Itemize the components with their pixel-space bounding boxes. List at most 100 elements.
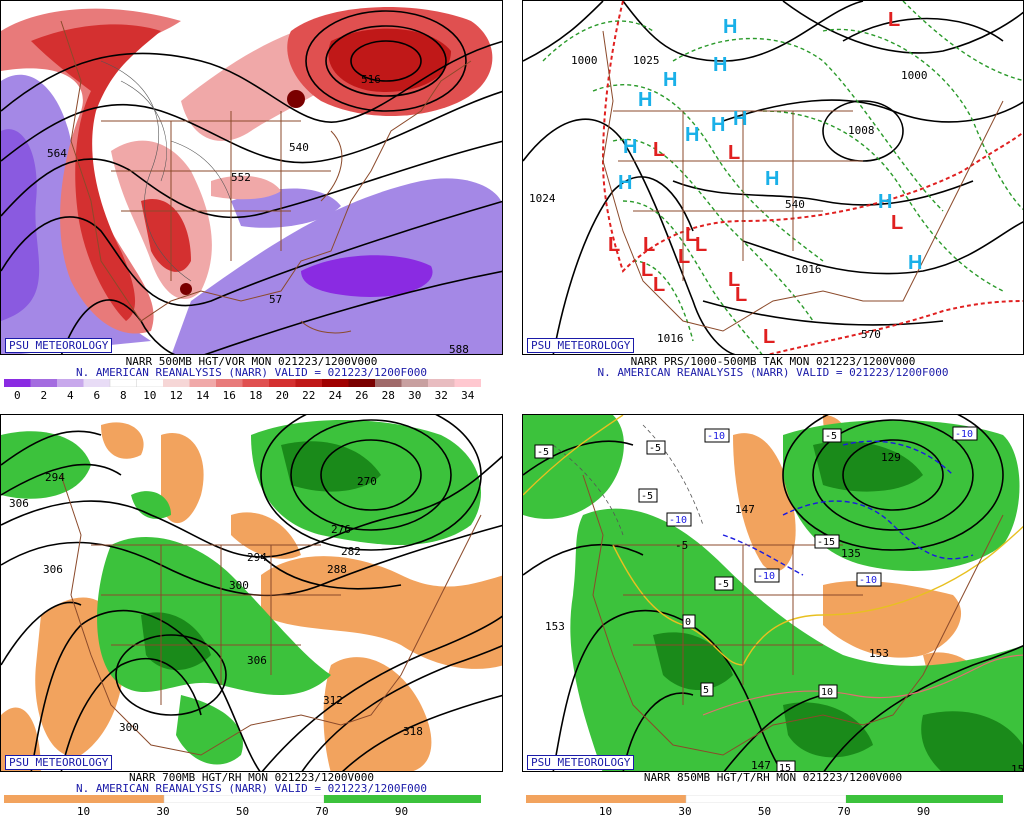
high-pressure-symbol: H (638, 89, 652, 111)
map-caption: NARR 700MB HGT/RH MON 021223/1200V000 (128, 771, 375, 784)
contour-label: 588 (449, 343, 469, 355)
colorbar-swatch (30, 379, 58, 387)
isobar-label: 1016 (657, 332, 684, 345)
low-pressure-symbol: L (678, 246, 690, 268)
colorbar-tick-label: 10 (598, 805, 613, 818)
colorbar-swatch (4, 379, 31, 387)
map-700mb: 270 276 282 288 294 300 306 300 306 312 … (0, 414, 503, 772)
panel-thickness-pressure: H H H H H H H H H H H H L L L L (522, 0, 1024, 404)
colorbar-swatch (242, 379, 270, 387)
colorbar-tick-label: 30 (156, 805, 170, 818)
map-valid-caption: N. AMERICAN REANALYSIS (NARR) VALID = 02… (76, 366, 427, 379)
colorbar-swatch (189, 379, 217, 387)
panel-700mb-rh: 270 276 282 288 294 300 306 300 306 312 … (0, 414, 503, 819)
isobar-label: 1008 (848, 124, 875, 137)
high-pressure-symbol: H (623, 136, 637, 158)
map-valid-caption: N. AMERICAN REANALYSIS (NARR) VALID = 02… (76, 782, 427, 795)
contour-label: 147 (735, 503, 755, 516)
high-pressure-symbol: H (685, 124, 699, 146)
contour-label: 312 (323, 694, 343, 707)
map-500mb: 516 540 552 564 57 588 PSU METEOROLOGY (0, 0, 503, 355)
contour-label: 129 (881, 451, 901, 464)
low-pressure-symbol: L (608, 234, 620, 256)
colorbar-tick-label: 10 (143, 389, 157, 402)
contour-label: 153 (869, 647, 889, 660)
contour-label: 294 (247, 551, 267, 564)
contour-label: 516 (361, 73, 381, 86)
isobar-label: 1000 (901, 69, 928, 82)
rh-colorbar (526, 795, 1003, 803)
high-pressure-symbol: H (878, 191, 892, 213)
panel-500mb-vorticity: 516 540 552 564 57 588 PSU METEOROLOGY N… (0, 0, 503, 404)
map-valid-caption: N. AMERICAN REANALYSIS (NARR) VALID = 02… (597, 366, 949, 379)
high-pressure-symbol: H (663, 69, 677, 91)
low-pressure-symbol: L (685, 224, 697, 246)
colorbar-ticks: 10 30 50 70 90 (4, 805, 481, 818)
contour-label: 147 (751, 759, 771, 772)
contour-label: 564 (47, 147, 67, 160)
contour-label: 15 (1011, 763, 1024, 772)
colorbar-tick-label: 16 (222, 389, 236, 402)
contour-label: 135 (841, 547, 861, 560)
colorbar-tick-label: 22 (302, 389, 316, 402)
low-pressure-symbol: L (763, 326, 775, 348)
isobar-label: 1000 (571, 54, 598, 67)
colorbar-tick-label: 50 (235, 805, 250, 818)
contour-label: 540 (289, 141, 309, 154)
high-pressure-symbol: H (713, 54, 727, 76)
low-pressure-symbol: L (643, 234, 655, 256)
colorbar-tick-label: 8 (119, 389, 127, 402)
colorbar-tick-label: 34 (461, 389, 475, 402)
low-pressure-symbol: L (888, 9, 900, 31)
map-850mb: -5 -10 -5 -5 -10 -10 -5 -15 -10 -10 -5 0… (522, 414, 1024, 772)
isotherm-label: -10 (955, 429, 973, 440)
high-pressure-symbol: H (908, 252, 922, 274)
colorbar-tick-label: 32 (434, 389, 448, 402)
contour-label: 306 (9, 497, 29, 510)
thickness-label: 570 (861, 328, 881, 341)
isotherm-label: -5 (537, 447, 549, 458)
colorbar-swatch (269, 379, 296, 387)
isotherm-label: 5 (703, 685, 709, 696)
psu-brand: PSU METEOROLOGY (5, 755, 113, 770)
psu-brand: PSU METEOROLOGY (5, 338, 113, 353)
isotherm-label: -5 (825, 431, 837, 442)
rh-colorbar (4, 795, 481, 803)
high-pressure-symbol: H (618, 172, 632, 194)
low-pressure-symbol: L (728, 269, 740, 291)
colorbar-tick-label: 70 (837, 805, 851, 818)
contour-label: 294 (45, 471, 65, 484)
colorbar-ticks: 10 30 50 70 90 (526, 805, 1003, 818)
contour-label: 300 (229, 579, 249, 592)
contour-label: 552 (231, 171, 251, 184)
psu-brand: PSU METEOROLOGY (527, 755, 635, 770)
contour-label: -5 (675, 539, 688, 552)
contour-label: 300 (119, 721, 139, 734)
panel-850mb-t-rh: -5 -10 -5 -5 -10 -10 -5 -15 -10 -10 -5 0… (522, 414, 1024, 819)
colorbar-tick-label: 14 (196, 389, 210, 402)
isotherm-label: -5 (717, 579, 729, 590)
colorbar-tick-label: 10 (76, 805, 91, 818)
colorbar-swatch (322, 379, 349, 387)
high-pressure-symbol: H (711, 114, 725, 136)
contour-label: 318 (403, 725, 423, 738)
low-pressure-symbol: L (641, 259, 653, 281)
colorbar-swatch (83, 379, 111, 387)
map-caption: NARR 500MB HGT/VOR MON 021223/1200V000 (125, 355, 378, 368)
colorbar-swatch (109, 379, 138, 387)
colorbar-tick-label: 24 (328, 389, 342, 402)
isobar-label: 1016 (795, 263, 822, 276)
contour-label: 270 (357, 475, 377, 488)
colorbar-tick-label: 90 (916, 805, 931, 818)
colorbar-tick-label: 90 (394, 805, 409, 818)
vorticity-colorbar (4, 379, 481, 387)
psu-brand: PSU METEOROLOGY (527, 338, 635, 353)
colorbar-swatch (401, 379, 429, 387)
map-caption: NARR 850MB HGT/T/RH MON 021223/1200V000 (643, 771, 903, 784)
isotherm-label: 10 (821, 687, 833, 698)
colorbar-tick-label: 26 (355, 389, 369, 402)
colorbar-tick-label: 70 (315, 805, 329, 818)
low-pressure-symbol: L (653, 274, 665, 296)
isotherm-label: -10 (669, 515, 687, 526)
thickness-label: 540 (785, 198, 805, 211)
